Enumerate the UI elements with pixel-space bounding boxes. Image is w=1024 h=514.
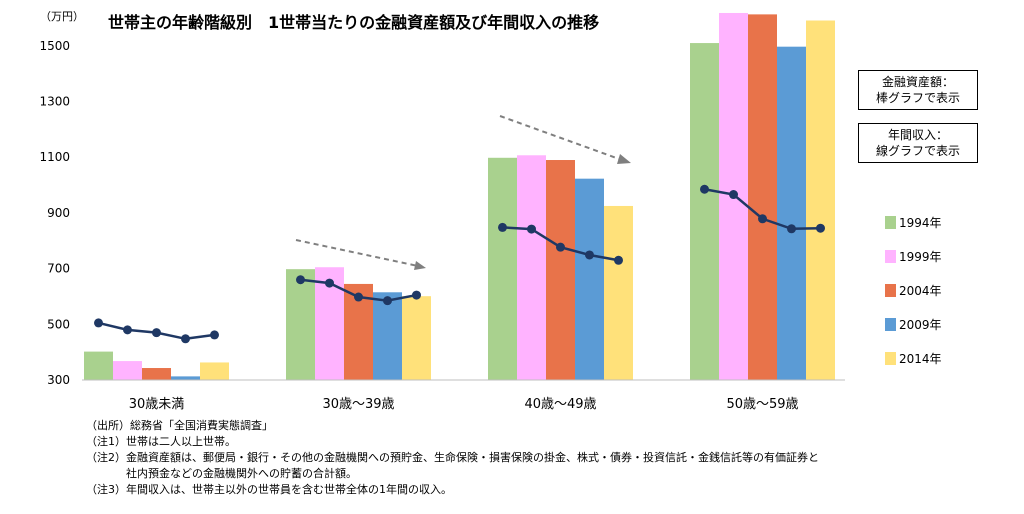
legend-box-assets: 金融資産額： 棒グラフで表示	[858, 70, 978, 110]
legend-box-income: 年間収入： 線グラフで表示	[858, 123, 978, 163]
trend-arrow-head-30s	[414, 261, 426, 270]
legend-label: 2004年	[899, 284, 942, 298]
legend-swatch	[885, 284, 896, 297]
chart-canvas: 世帯主の年齢階級別 1世帯当たりの金融資産額及び年間収入の推移 （万円） 300…	[39, 10, 845, 412]
income-point-30歳未満-1994年	[94, 318, 103, 328]
legend-item-1994年: 1994年	[885, 214, 942, 231]
note-2-continued: 社内預金などの金融機関外への貯蓄の合計額。	[126, 467, 357, 480]
legend-box-income-line1: 年間収入：	[887, 128, 948, 142]
x-category-label: 40歳～49歳	[524, 397, 596, 412]
x-axis-labels: 30歳未満 30歳～39歳 40歳～49歳 50歳～59歳	[129, 397, 799, 412]
legend-box-assets-line1: 金融資産額：	[881, 75, 954, 89]
bar-2014年-40歳～49歳	[604, 205, 633, 380]
income-point-50歳～59歳-2004年	[758, 214, 767, 224]
bar-1994年-50歳～59歳	[690, 43, 719, 381]
income-point-30歳未満-1999年	[123, 325, 132, 335]
y-tick-label: 1300	[39, 95, 70, 109]
legend-box-income-line2: 線グラフで表示	[875, 144, 960, 158]
income-point-30歳～39歳-1999年	[325, 278, 334, 288]
y-axis-unit-label: （万円）	[40, 10, 84, 23]
chart-title: 世帯主の年齢階級別 1世帯当たりの金融資産額及び年間収入の推移	[108, 13, 599, 32]
legend-item-2009年: 2009年	[885, 316, 942, 333]
trend-arrow-40s	[499, 115, 623, 161]
y-tick-label: 900	[47, 206, 70, 220]
x-category-label: 30歳未満	[129, 397, 185, 412]
income-point-40歳～49歳-2009年	[585, 250, 594, 260]
bar-2009年-50歳～59歳	[777, 46, 806, 380]
legend-item-2004年: 2004年	[885, 282, 942, 299]
income-point-40歳～49歳-2014年	[614, 255, 623, 265]
legend-label: 1994年	[899, 216, 942, 230]
legend-swatch	[885, 216, 896, 229]
income-point-50歳～59歳-1999年	[729, 190, 738, 200]
income-point-30歳未満-2004年	[152, 328, 161, 338]
income-point-30歳未満-2014年	[210, 330, 219, 340]
y-tick-label: 1100	[39, 150, 70, 164]
bar-2004年-50歳～59歳	[748, 14, 777, 380]
income-point-40歳～49歳-1994年	[498, 222, 507, 232]
income-point-30歳～39歳-2009年	[383, 296, 392, 306]
legend-item-1999年: 1999年	[885, 248, 942, 265]
bar-2004年-30歳未満	[142, 368, 171, 380]
legend-label: 1999年	[899, 250, 942, 264]
trend-arrows	[295, 115, 631, 270]
income-point-30歳～39歳-2004年	[354, 292, 363, 302]
y-tick-label: 300	[47, 373, 70, 387]
income-point-30歳～39歳-2014年	[412, 290, 421, 300]
trend-arrow-30s	[295, 239, 419, 267]
bar-1994年-40歳～49歳	[488, 157, 517, 380]
legend-item-2014年: 2014年	[885, 350, 942, 367]
trend-arrow-head-40s	[617, 154, 631, 164]
income-point-40歳～49歳-2004年	[556, 242, 565, 252]
y-tick-label: 1500	[39, 39, 70, 53]
income-line-group	[94, 184, 825, 344]
legend-swatch	[885, 250, 896, 263]
note-3: （注3）年間収入は、世帯主以外の世帯員を含む世帯全体の1年間の収入。	[86, 483, 452, 496]
x-category-label: 30歳～39歳	[322, 397, 394, 412]
income-point-40歳～49歳-1999年	[527, 224, 536, 234]
income-point-50歳～59歳-2014年	[816, 223, 825, 233]
bar-2014年-30歳～39歳	[402, 296, 431, 380]
bar-series-group	[84, 12, 835, 381]
note-2: （注2）金融資産額は、郵便局・銀行・その他の金融機関への預貯金、生命保険・損害保…	[86, 451, 819, 464]
bar-2009年-30歳～39歳	[373, 292, 402, 380]
income-point-30歳未満-2009年	[181, 334, 190, 344]
notes: （出所）総務省「全国消費実態調査」 （注1）世帯は二人以上世帯。 （注2）金融資…	[86, 418, 1016, 498]
legend-label: 2014年	[899, 352, 942, 366]
bar-2009年-30歳未満	[171, 376, 200, 380]
x-category-label: 50歳～59歳	[726, 397, 798, 412]
bar-1994年-30歳未満	[84, 351, 113, 380]
bar-1999年-30歳未満	[113, 361, 142, 380]
bar-1994年-30歳～39歳	[286, 269, 315, 380]
note-source: （出所）総務省「全国消費実態調査」	[86, 419, 273, 432]
income-point-30歳～39歳-1994年	[296, 275, 305, 285]
note-1: （注1）世帯は二人以上世帯。	[86, 435, 236, 448]
bar-2004年-40歳～49歳	[546, 160, 575, 380]
bar-2009年-40歳～49歳	[575, 178, 604, 380]
y-tick-label: 500	[47, 317, 70, 331]
legend-box-assets-line2: 棒グラフで表示	[875, 91, 960, 105]
legend-swatch	[885, 352, 896, 365]
bar-2014年-50歳～59歳	[806, 20, 835, 380]
legend-swatch	[885, 318, 896, 331]
y-tick-label: 700	[47, 262, 70, 276]
income-point-50歳～59歳-1994年	[700, 184, 709, 194]
y-axis: 300 500 700 900 1100 1300 1500	[39, 39, 70, 387]
bar-2014年-30歳未満	[200, 362, 229, 380]
legend-label: 2009年	[899, 318, 942, 332]
income-point-50歳～59歳-2009年	[787, 224, 796, 234]
bar-1999年-40歳～49歳	[517, 155, 546, 380]
